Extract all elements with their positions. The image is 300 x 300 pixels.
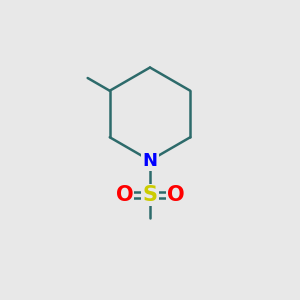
Text: S: S	[142, 185, 158, 205]
Text: N: N	[142, 152, 158, 169]
Text: O: O	[116, 185, 133, 205]
Text: O: O	[167, 185, 184, 205]
